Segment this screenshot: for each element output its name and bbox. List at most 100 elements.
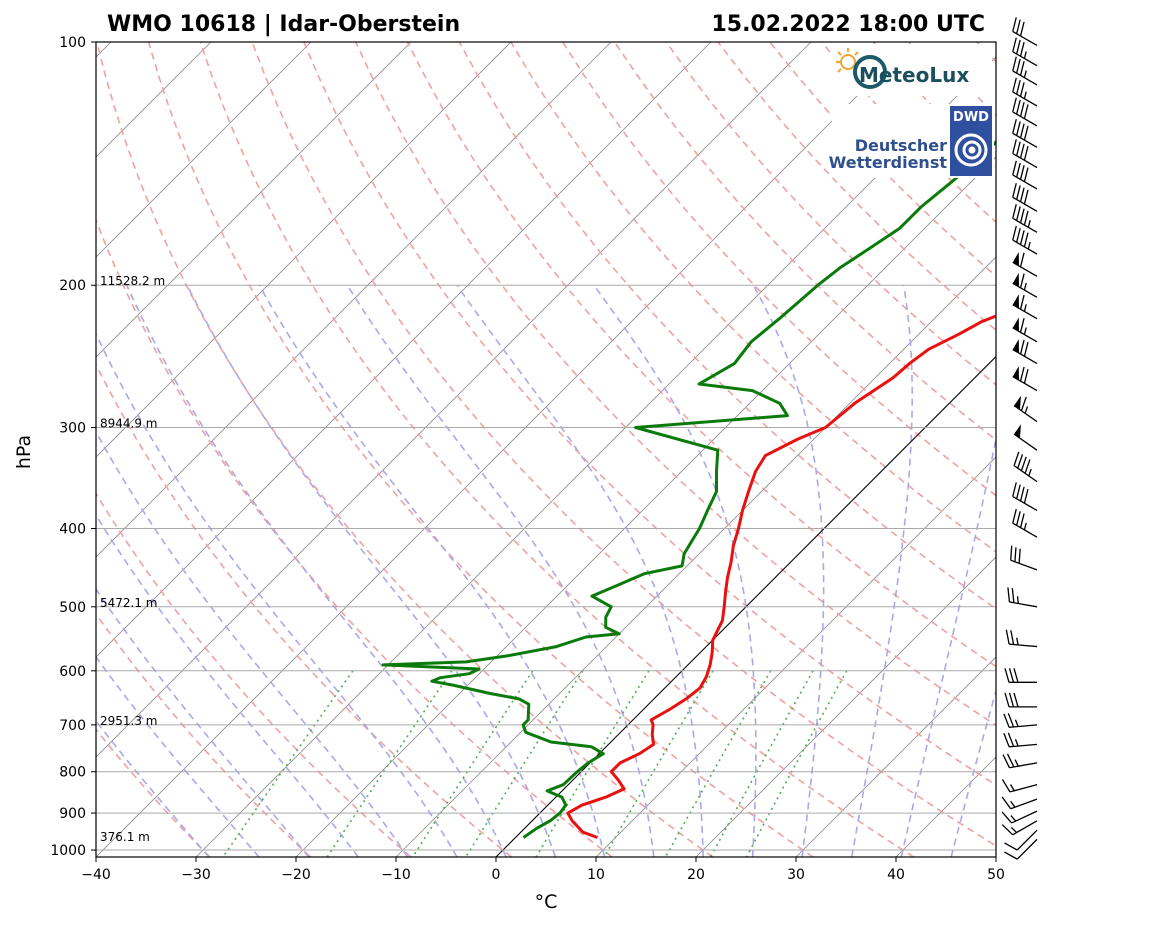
y-tick-label: 1000 <box>50 843 86 859</box>
barb-full <box>1008 692 1015 708</box>
wind-barb <box>1012 77 1038 107</box>
mixing-ratio-line <box>222 670 354 857</box>
barb-pennant <box>1012 317 1019 332</box>
barb-full <box>1004 692 1010 708</box>
barb-full <box>1019 208 1025 223</box>
isotherm-line <box>96 42 312 258</box>
dry-adiabat-line <box>96 363 513 857</box>
barb-full <box>1019 143 1025 159</box>
barb-full <box>1012 160 1017 176</box>
barb-staff <box>1013 465 1038 483</box>
background-lines <box>96 42 996 857</box>
meteolux-wordmark: MeteoLux <box>859 63 969 87</box>
barb-full <box>1011 588 1015 603</box>
barb-staff <box>1016 838 1038 860</box>
plot-frame <box>95 41 997 858</box>
x-tick-label: 0 <box>492 867 501 883</box>
moist-adiabat-line <box>96 587 310 857</box>
barb-full <box>1007 587 1011 603</box>
wind-barb <box>1013 451 1038 483</box>
dwd-line2: Wetterdienst <box>829 153 948 172</box>
dry-adiabat-line <box>96 728 211 857</box>
wind-barb <box>1012 56 1038 86</box>
mixing-ratio-line <box>326 670 453 857</box>
moist-adiabat-line <box>850 285 913 857</box>
barb-staff <box>1012 51 1038 67</box>
dry-adiabat-line <box>613 42 996 441</box>
barb-staff <box>1012 261 1038 277</box>
barb-full <box>1002 754 1011 769</box>
height-label: 376.1 m <box>100 830 150 844</box>
wind-barb <box>1007 587 1038 608</box>
wind-barb <box>1012 339 1038 365</box>
barb-full <box>1010 630 1015 645</box>
barb-full <box>1012 56 1017 72</box>
y-axis: 100 200 300 400 500 600 700 800 900 1000 <box>50 35 96 859</box>
barb-pennant <box>1012 272 1019 287</box>
y-tick-label: 700 <box>59 718 86 734</box>
barb-staff <box>1009 743 1038 748</box>
y-tick-label: 200 <box>59 278 86 294</box>
barb-staff <box>1012 217 1038 233</box>
dwd-badge-text: DWD <box>953 110 989 125</box>
barb-staff <box>1012 376 1038 392</box>
barb-half <box>1027 220 1031 228</box>
wind-barb <box>1012 37 1038 67</box>
x-tick-label: 20 <box>687 867 705 883</box>
barb-full <box>1016 39 1021 55</box>
barb-full <box>1014 547 1017 562</box>
barb-full <box>1012 97 1017 113</box>
barb-full <box>1016 206 1021 221</box>
moist-adiabat-line <box>96 655 260 857</box>
barb-staff <box>1010 559 1038 571</box>
barb-full <box>1010 545 1013 561</box>
barb-full <box>1019 41 1025 57</box>
wind-barb <box>1010 545 1038 571</box>
barb-half <box>1028 468 1032 477</box>
barb-full <box>1013 451 1020 466</box>
x-tick-label: 10 <box>587 867 605 883</box>
barb-half <box>1014 739 1019 747</box>
barb-full <box>1019 21 1025 37</box>
barb-full <box>1013 668 1019 683</box>
wind-barb <box>1012 183 1038 212</box>
barb-full <box>1020 456 1027 471</box>
isotherm-line <box>595 456 996 857</box>
barb-half <box>1023 70 1027 78</box>
barb-half <box>1016 596 1019 604</box>
y-tick-label: 300 <box>59 421 86 437</box>
isotherm-line <box>395 256 996 857</box>
dry-adiabat-line <box>354 42 996 727</box>
barb-full <box>1012 37 1017 52</box>
barb-staff <box>1012 239 1038 255</box>
barb-half <box>1027 241 1031 250</box>
barb-staff <box>1012 30 1038 47</box>
moist-adiabat-line <box>346 284 655 857</box>
dry-adiabat-line <box>251 42 996 847</box>
barb-full <box>1019 123 1025 138</box>
barb-staff <box>1012 304 1038 320</box>
barb-full <box>1019 273 1025 288</box>
wind-barb <box>1004 668 1037 683</box>
barb-full <box>1023 145 1029 161</box>
sounding-profiles <box>381 139 996 839</box>
dry-adiabat-line <box>199 42 915 857</box>
wind-barb <box>1012 160 1038 190</box>
isotherm-line <box>96 42 712 658</box>
wind-barb <box>1012 294 1038 320</box>
barb-half <box>1016 637 1019 646</box>
barb-half <box>1010 800 1016 808</box>
barb-full <box>1016 121 1021 136</box>
barb-full <box>1012 17 1017 32</box>
barb-pennant <box>1012 366 1019 381</box>
x-tick-label: −20 <box>281 867 311 883</box>
barb-full <box>1023 342 1029 357</box>
datetime-title: 15.02.2022 18:00 UTC <box>711 12 985 37</box>
wind-barb <box>1012 317 1038 343</box>
barb-staff <box>1010 798 1038 810</box>
wind-barb <box>1004 838 1038 860</box>
barb-staff <box>1012 522 1038 538</box>
height-label: 2951.3 m <box>100 714 158 728</box>
y-tick-label: 800 <box>59 765 86 781</box>
